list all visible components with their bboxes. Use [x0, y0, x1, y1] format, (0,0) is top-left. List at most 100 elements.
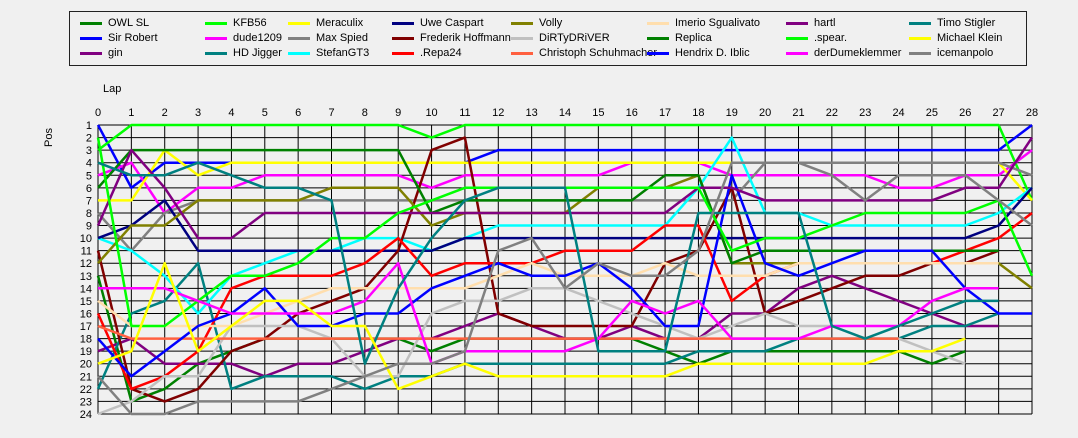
series-line: [96, 136, 1000, 403]
x-tick-label: 27: [993, 107, 1005, 119]
x-tick-label: 9: [395, 107, 401, 119]
x-tick-label: 23: [859, 107, 871, 119]
x-tick-label: 8: [362, 107, 368, 119]
x-tick-label: 13: [526, 107, 538, 119]
legend-label: hartl: [814, 17, 836, 29]
legend-label: icemanpolo: [937, 47, 994, 59]
y-tick-label: 5: [86, 170, 92, 182]
x-tick-label: 3: [195, 107, 201, 119]
legend-swatch: [288, 37, 310, 40]
series-line: [97, 148, 999, 265]
x-tick-label: 21: [792, 107, 804, 119]
y-tick-label: 16: [80, 308, 92, 320]
x-tick-label: 5: [262, 107, 268, 119]
y-tick-label: 11: [81, 246, 92, 258]
legend-label: Sir Robert: [108, 32, 158, 44]
y-tick-label: 21: [80, 371, 92, 383]
legend-swatch: [80, 37, 102, 40]
x-tick-label: 16: [626, 107, 638, 119]
legend-swatch: [511, 37, 533, 40]
series-line: [97, 261, 966, 391]
legend-swatch: [511, 22, 533, 25]
series-line: [96, 136, 1034, 240]
legend-label: .spear.: [814, 32, 848, 44]
legend-label: Christoph Schuhmacher: [539, 47, 658, 59]
x-tick-label: 10: [425, 107, 437, 119]
x-tick-label: 17: [659, 107, 671, 119]
legend-label: Michael Klein: [937, 32, 1003, 44]
y-tick-label: 8: [86, 208, 92, 220]
legend-swatch: [647, 37, 669, 40]
y-tick-label: 13: [80, 271, 92, 283]
legend-swatch: [392, 52, 414, 55]
y-tick-label: 4: [86, 158, 92, 170]
legend-label: HD Jigger: [233, 47, 282, 59]
legend-label: DiRTyDRiVER: [539, 32, 610, 44]
series-line: [97, 161, 999, 365]
legend-swatch: [205, 52, 227, 55]
x-tick-label: 28: [1026, 107, 1038, 119]
y-tick-label: 12: [80, 258, 92, 270]
series-line: [97, 174, 1032, 378]
x-tick-label: 12: [492, 107, 504, 119]
legend-label: Timo Stigler: [937, 17, 996, 29]
legend-label: Meraculix: [316, 17, 364, 29]
legend-swatch: [647, 22, 669, 25]
legend-swatch: [288, 22, 310, 25]
series-lines: [96, 123, 1034, 416]
series-line: [97, 149, 1033, 215]
series-line: [97, 287, 966, 416]
series-line: [97, 123, 1034, 201]
y-tick-label: 3: [86, 145, 92, 157]
legend-swatch: [786, 52, 808, 55]
legend-swatch: [909, 22, 931, 25]
x-axis-label: Lap: [103, 83, 121, 95]
y-tick-label: 24: [80, 409, 92, 421]
y-tick-label: 10: [80, 233, 92, 245]
y-tick-label: 2: [86, 133, 92, 145]
y-tick-label: 7: [86, 195, 92, 207]
y-tick-label: 18: [80, 334, 92, 346]
legend-swatch: [80, 52, 102, 55]
y-tick-label: 14: [80, 283, 92, 295]
x-tick-label: 0: [95, 107, 101, 119]
legend-label: StefanGT3: [316, 47, 370, 59]
x-tick-label: 7: [328, 107, 334, 119]
legend-swatch: [786, 22, 808, 25]
x-tick-label: 4: [228, 107, 234, 119]
x-tick-label: 2: [162, 107, 168, 119]
legend-swatch: [511, 52, 533, 55]
y-tick-label: 17: [80, 321, 92, 333]
legend-label: .Repa24: [420, 47, 462, 59]
x-tick-label: 22: [826, 107, 838, 119]
x-tick-label: 20: [759, 107, 771, 119]
y-axis-label: Pos: [43, 128, 55, 147]
legend-swatch: [205, 37, 227, 40]
x-tick-label: 14: [559, 107, 571, 119]
x-tick-label: 18: [692, 107, 704, 119]
legend-swatch: [909, 37, 931, 40]
y-tick-label: 9: [86, 221, 92, 233]
y-tick-label: 6: [86, 183, 92, 195]
x-tick-label: 1: [128, 107, 134, 119]
legend-swatch: [909, 52, 931, 55]
legend-swatch: [392, 22, 414, 25]
y-tick-label: 1: [86, 120, 92, 132]
x-tick-label: 15: [592, 107, 604, 119]
legend-label: OWL SL: [108, 17, 150, 29]
legend-label: Uwe Caspart: [420, 17, 484, 29]
legend-label: Hendrix D. Iblic: [675, 47, 750, 59]
series-line: [97, 161, 1033, 416]
x-tick-label: 11: [459, 107, 470, 119]
y-tick-label: 15: [80, 296, 92, 308]
tick-labels: 0 1 2 3 4 5 6 7 8 9 10 11 12 13 14 15 16 17 18 19 20 21 22 23 24…: [80, 107, 1038, 421]
x-tick-label: 25: [926, 107, 938, 119]
legend-label: Replica: [675, 32, 712, 44]
legend-swatch: [80, 22, 102, 25]
legend-label: dude1209: [233, 32, 282, 44]
y-tick-label: 22: [80, 384, 92, 396]
chart-legend: OWL SL Sir Robert gin KFB56 dude1209 HD Jigge…: [69, 11, 1027, 66]
y-tick-label: 23: [80, 396, 92, 408]
legend-label: derDumeklemmer: [814, 47, 902, 59]
